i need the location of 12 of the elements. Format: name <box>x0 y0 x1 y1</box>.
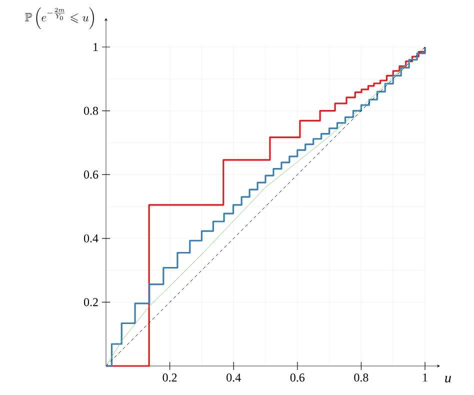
y-tick-label: 0.6 <box>84 170 98 179</box>
x-axis-title: u <box>445 376 451 382</box>
x-tick-label: 0.4 <box>226 374 241 382</box>
x-tick-label: 0.6 <box>290 374 305 382</box>
y-axis-title: $\mathbb{P}\left(e^{-\frac{2m}{Y_0}} \leqslant u\right)$ <box>25 8 94 30</box>
y-tick-label: 0.2 <box>84 298 98 306</box>
y-tick-label: 0.4 <box>84 234 98 242</box>
y-tick-label: 1 <box>94 43 98 51</box>
x-tick-label: 1 <box>423 374 428 382</box>
x-tick-label: 0.2 <box>162 374 177 382</box>
y-tick-label: 0.8 <box>84 106 98 115</box>
x-tick-label: 0.8 <box>354 374 368 382</box>
